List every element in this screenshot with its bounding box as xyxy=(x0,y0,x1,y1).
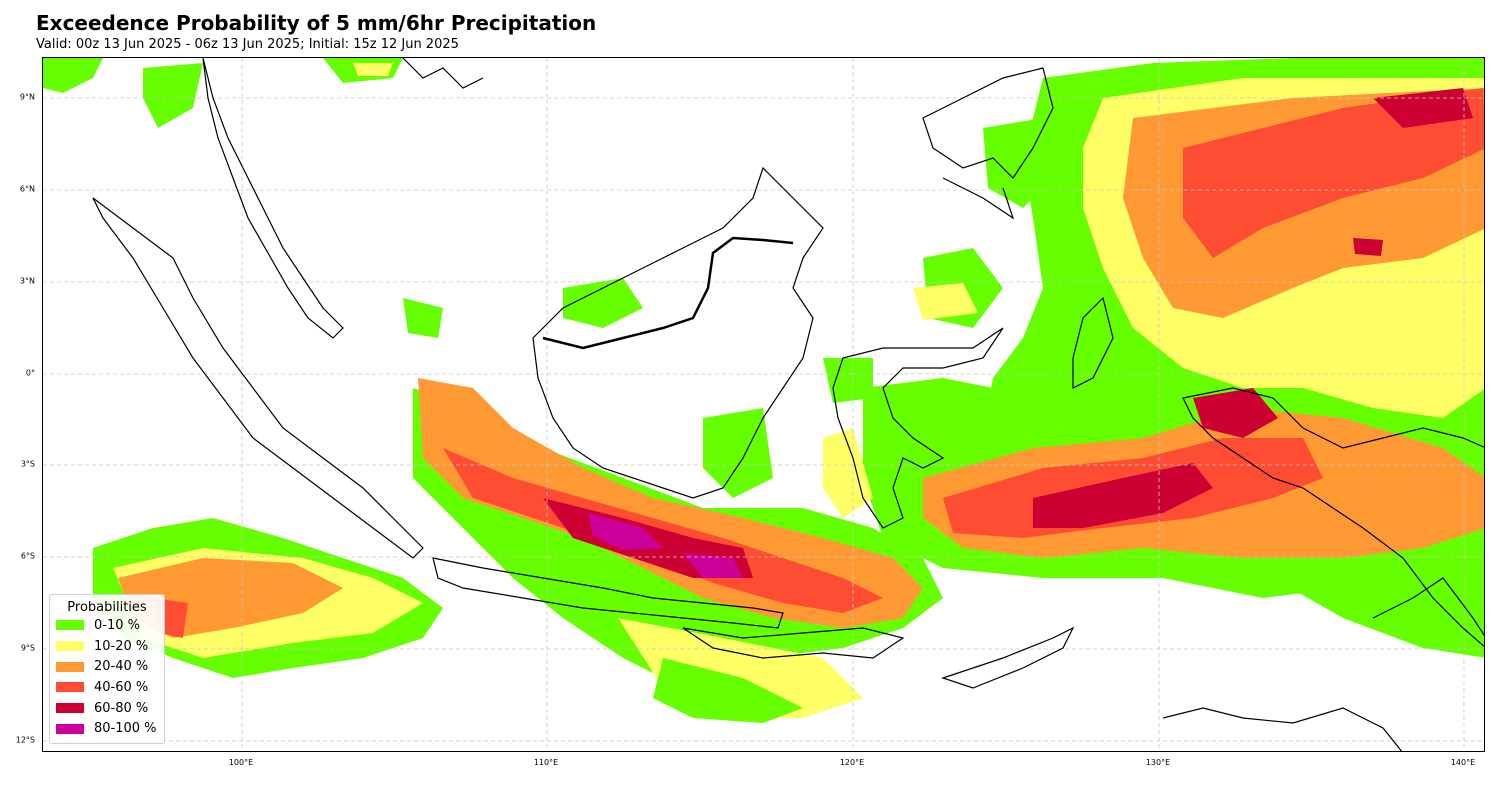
coastline-philippines xyxy=(922,67,1054,179)
legend-item: 80-100 % xyxy=(50,718,164,739)
legend-swatch xyxy=(56,661,84,672)
lat-label: 0° xyxy=(25,368,35,378)
legend-label: 0-10 % xyxy=(94,617,140,633)
lat-label: 3°S xyxy=(20,459,35,469)
precip-area-green xyxy=(983,118,1053,208)
precip-area-green xyxy=(703,408,773,498)
legend-label: 10-20 % xyxy=(94,638,149,654)
legend-label: 60-80 % xyxy=(94,700,149,716)
lon-label: 110°E xyxy=(533,758,559,767)
coastline-java xyxy=(432,557,784,629)
legend-item: 20-40 % xyxy=(50,656,164,677)
precip-area-red xyxy=(1183,88,1484,258)
precip-area-green xyxy=(823,358,873,403)
lat-label: 9°S xyxy=(20,643,35,653)
precip-area-green xyxy=(43,58,103,93)
coastline-sulawesi xyxy=(832,327,1004,529)
precip-area-darkred xyxy=(1033,463,1213,528)
precip-area-green xyxy=(563,278,643,328)
legend-label: 20-40 % xyxy=(94,659,149,675)
coastlines xyxy=(92,58,1484,751)
precip-area-darkred xyxy=(1353,238,1383,256)
coastline-australia xyxy=(1162,707,1403,751)
coastline-malay-peninsula xyxy=(202,58,344,339)
precip-area-magenta xyxy=(683,553,743,578)
gridlines xyxy=(43,58,1484,751)
lat-label: 12°S xyxy=(15,735,35,745)
coastline-maluku xyxy=(1072,296,1114,389)
map-panel[interactable] xyxy=(42,57,1485,752)
lat-label: 6°N xyxy=(19,184,35,194)
coastline-new-guinea-south xyxy=(1372,577,1484,637)
lon-label: 140°E xyxy=(1450,758,1476,767)
coastline-sumatra xyxy=(92,197,424,559)
legend-swatch xyxy=(56,620,84,631)
precip-area-yellow xyxy=(913,283,978,320)
legend-swatch xyxy=(56,723,84,734)
lon-label: 120°E xyxy=(839,758,865,767)
coastline-indochina xyxy=(402,58,484,89)
border-borneo xyxy=(542,236,794,350)
coastline-papua xyxy=(1182,387,1484,648)
legend-swatch xyxy=(56,682,84,693)
map-title: Exceedence Probability of 5 mm/6hr Preci… xyxy=(36,11,597,35)
legend-item: 10-20 % xyxy=(50,636,164,657)
coastline-borneo xyxy=(532,166,824,499)
precip-area-green xyxy=(403,298,443,338)
coastline-lesser-sunda xyxy=(682,627,905,659)
lon-label: 130°E xyxy=(1145,758,1171,767)
precip-area-magenta xyxy=(588,513,663,550)
legend-item: 0-10 % xyxy=(50,615,164,636)
coastline-mindanao xyxy=(942,177,1015,220)
precip-field xyxy=(43,58,1484,723)
map-subtitle: Valid: 00z 13 Jun 2025 - 06z 13 Jun 2025… xyxy=(36,37,459,52)
legend-label: 40-60 % xyxy=(94,679,149,695)
lon-label: 100°E xyxy=(228,758,254,767)
legend-swatch xyxy=(56,703,84,714)
legend-item: 60-80 % xyxy=(50,698,164,719)
legend: Probabilities 0-10 % 10-20 % 20-40 % 40-… xyxy=(49,594,165,744)
precip-area-yellow xyxy=(823,428,873,518)
lat-label: 6°S xyxy=(20,551,35,561)
lat-label: 9°N xyxy=(19,92,35,102)
precip-area-darkred xyxy=(1193,388,1278,438)
precip-area-green xyxy=(1323,578,1373,603)
lat-label: 3°N xyxy=(19,276,35,286)
legend-label: 80-100 % xyxy=(94,721,157,737)
legend-swatch xyxy=(56,641,84,652)
legend-item: 40-60 % xyxy=(50,677,164,698)
precip-area-yellow xyxy=(353,63,393,76)
legend-title: Probabilities xyxy=(67,600,147,615)
coastline-timor xyxy=(941,626,1075,689)
precip-area-green xyxy=(653,658,803,723)
map-canvas xyxy=(43,58,1484,751)
precip-area-green xyxy=(143,63,203,128)
